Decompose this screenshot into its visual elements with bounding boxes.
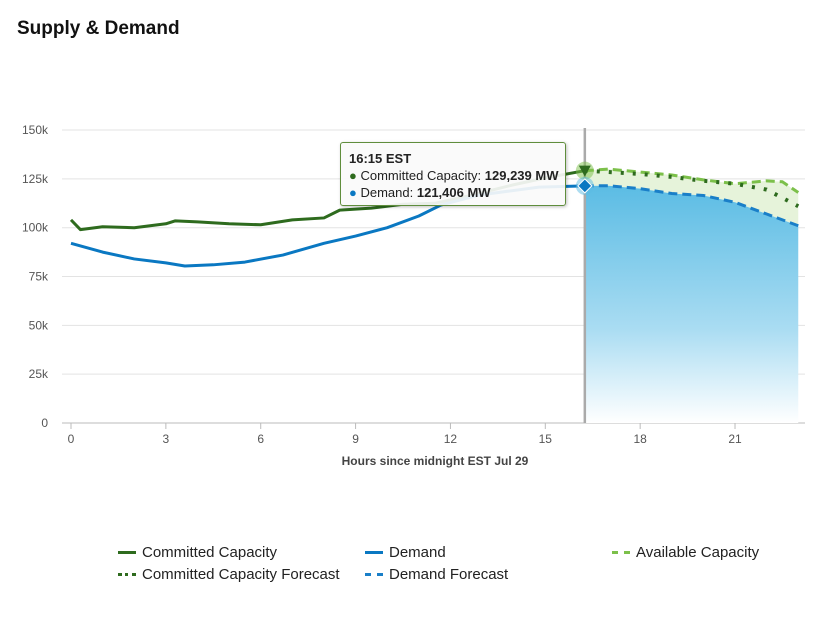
legend-available[interactable]: Available Capacity [612,544,759,561]
x-tick-label: 15 [539,432,553,446]
series-line-demand-forecast [584,184,799,228]
y-tick-label: 100k [22,221,49,235]
legend-label: Available Capacity [636,544,760,561]
legend-committed-forecast[interactable]: Committed Capacity Forecast [118,566,340,583]
tooltip-demand-label: Demand: [360,185,414,200]
tooltip-demand-value: 121,406 MW [416,185,491,200]
legend-demand[interactable]: Demand [365,544,446,561]
tooltip: 16:15 EST ● Committed Capacity: 129,239 … [340,142,566,206]
series-line-available-capacity [584,167,800,194]
demand-marker [577,178,593,194]
legend-label: Committed Capacity Forecast [142,566,340,583]
x-tick-label: 12 [444,432,458,446]
x-tick-label: 3 [163,432,170,446]
x-tick-label: 21 [728,432,742,446]
x-tick-label: 9 [352,432,359,446]
y-tick-label: 150k [22,123,49,137]
chart-title: Supply & Demand [17,18,180,39]
y-tick-label: 125k [22,172,49,186]
legend-label: Demand Forecast [389,566,509,583]
x-axis-label: Hours since midnight EST Jul 29 [342,454,529,468]
tooltip-committed-value: 129,239 MW [484,168,559,183]
y-tick-label: 0 [41,416,48,430]
legend-label: Committed Capacity [142,544,278,561]
demand-forecast-area [584,185,799,423]
tooltip-time: 16:15 EST [349,151,412,166]
y-tick-label: 25k [29,367,49,381]
x-tick-label: 6 [257,432,264,446]
legend-committed[interactable]: Committed Capacity [118,544,277,561]
legend-label: Demand [389,544,446,561]
y-tick-label: 50k [29,318,49,332]
tooltip-committed-label: Committed Capacity: [360,168,482,183]
x-tick-label: 0 [68,432,75,446]
y-tick-label: 75k [29,270,49,284]
committed-marker [578,165,591,177]
legend-demand-forecast[interactable]: Demand Forecast [365,566,508,583]
x-tick-label: 18 [633,432,647,446]
